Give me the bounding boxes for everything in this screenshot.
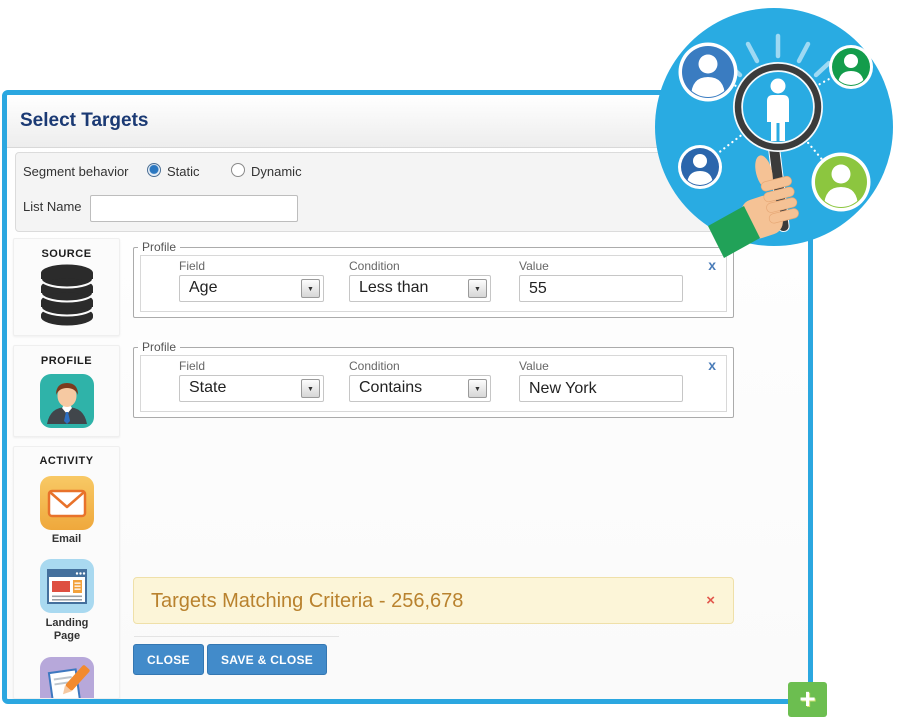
source-label: SOURCE	[41, 248, 92, 260]
divider	[134, 636, 339, 637]
filter-1-value-input[interactable]	[519, 275, 683, 302]
landing-page-label[interactable]: Landing Page	[45, 617, 89, 642]
filter-2-field-select[interactable]: State ▼	[179, 375, 324, 402]
filter-2-field-label: Field	[179, 359, 206, 373]
sidebar-section-source[interactable]: SOURCE	[13, 238, 120, 336]
filter-1-field-select[interactable]: Age ▼	[179, 275, 324, 302]
audience-targeting-illustration	[655, 8, 893, 258]
targets-matching-banner: Targets Matching Criteria - 256,678 ×	[133, 577, 734, 624]
sleeve	[708, 206, 760, 258]
radio-static[interactable]	[147, 163, 161, 177]
chevron-down-icon[interactable]: ▼	[301, 379, 320, 398]
sidebar-section-activity: ACTIVITY Email	[13, 446, 120, 699]
filter-1-close-icon[interactable]: x	[708, 257, 716, 273]
plus-icon: +	[799, 683, 816, 714]
email-label[interactable]: Email	[51, 533, 82, 545]
filter-1-field-label: Field	[179, 259, 206, 273]
filter-2-legend: Profile	[138, 340, 181, 354]
filter-2-value-label: Value	[519, 359, 549, 373]
landing-page-icon[interactable]	[39, 559, 94, 613]
close-button[interactable]: CLOSE	[133, 644, 204, 675]
segment-panel: Segment behavior Static Dynamic List Nam…	[15, 152, 799, 232]
radio-dynamic[interactable]	[231, 163, 245, 177]
targets-matching-text: Targets Matching Criteria - 256,678	[151, 590, 464, 612]
chevron-down-icon[interactable]: ▼	[468, 279, 487, 298]
chevron-down-icon[interactable]: ▼	[301, 279, 320, 298]
magnifier-icon	[733, 62, 823, 152]
hand-icon	[708, 155, 799, 258]
person-icon[interactable]	[39, 374, 94, 428]
list-name-input[interactable]	[90, 195, 298, 222]
filter-1-legend: Profile	[138, 240, 181, 254]
filter-2-close-icon[interactable]: x	[708, 357, 716, 373]
filter-1-condition-select[interactable]: Less than ▼	[349, 275, 491, 302]
sidebar-section-profile[interactable]: PROFILE	[13, 345, 120, 437]
filter-group-1: Profile Field Age ▼ Condition Less than …	[133, 240, 734, 318]
filter-1-body: Field Age ▼ Condition Less than ▼ Value …	[140, 255, 727, 312]
avatar	[811, 152, 871, 212]
list-name-label: List Name	[23, 199, 82, 214]
profile-label: PROFILE	[40, 355, 93, 367]
avatar	[829, 45, 873, 89]
filter-group-2: Profile Field State ▼ Condition Contains…	[133, 340, 734, 418]
filter-1-value-label: Value	[519, 259, 549, 273]
form-icon[interactable]	[39, 657, 94, 699]
filter-2-condition-label: Condition	[349, 359, 400, 373]
filter-1-condition-label: Condition	[349, 259, 400, 273]
person-in-lens-icon	[767, 78, 789, 141]
email-icon[interactable]	[39, 476, 94, 530]
filter-2-condition-select[interactable]: Contains ▼	[349, 375, 491, 402]
save-and-close-button[interactable]: SAVE & CLOSE	[207, 644, 328, 675]
radio-dynamic-label[interactable]: Dynamic	[251, 164, 302, 179]
page-title: Select Targets	[20, 110, 149, 131]
database-icon[interactable]	[38, 264, 96, 326]
banner-close-icon[interactable]: ×	[706, 592, 715, 609]
segment-behavior-label: Segment behavior	[23, 164, 129, 179]
activity-label: ACTIVITY	[39, 455, 94, 467]
chevron-down-icon[interactable]: ▼	[468, 379, 487, 398]
filter-2-body: Field State ▼ Condition Contains ▼ Value…	[140, 355, 727, 412]
radio-static-label[interactable]: Static	[167, 164, 200, 179]
avatar	[678, 145, 722, 189]
add-button[interactable]: +	[788, 682, 827, 717]
avatar	[678, 42, 738, 102]
filter-2-value-input[interactable]	[519, 375, 683, 402]
